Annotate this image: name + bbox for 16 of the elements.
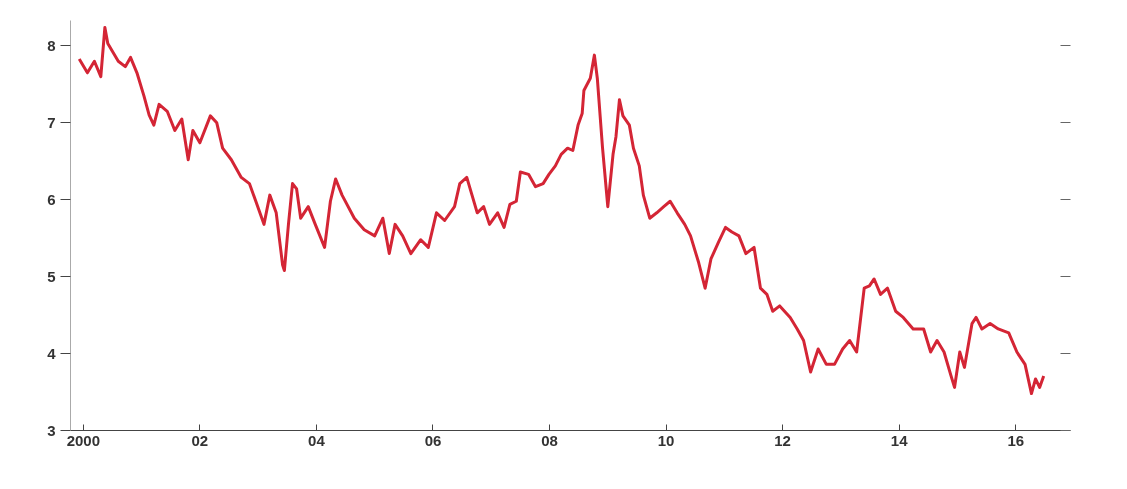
x-tick-label: 04 <box>308 431 326 449</box>
y-tick-label: 4 <box>47 344 57 362</box>
x-tick-label: 14 <box>890 431 909 449</box>
y-tick-label: 8 <box>47 36 56 54</box>
x-tick-label: 06 <box>424 431 442 449</box>
y-tick-label: 5 <box>47 267 56 285</box>
y-tick-label: 6 <box>47 190 56 208</box>
x-tick-label: 16 <box>1007 431 1025 449</box>
x-tick-label: 08 <box>541 431 558 449</box>
x-tick-label: 10 <box>657 431 675 449</box>
line-series <box>77 25 1046 396</box>
x-tick-label: 02 <box>191 431 209 449</box>
x-tick-label: 2000 <box>66 431 101 449</box>
y-tick-label: 3 <box>47 421 56 439</box>
y-tick-label: 7 <box>47 113 56 131</box>
x-tick-label: 12 <box>774 431 791 449</box>
